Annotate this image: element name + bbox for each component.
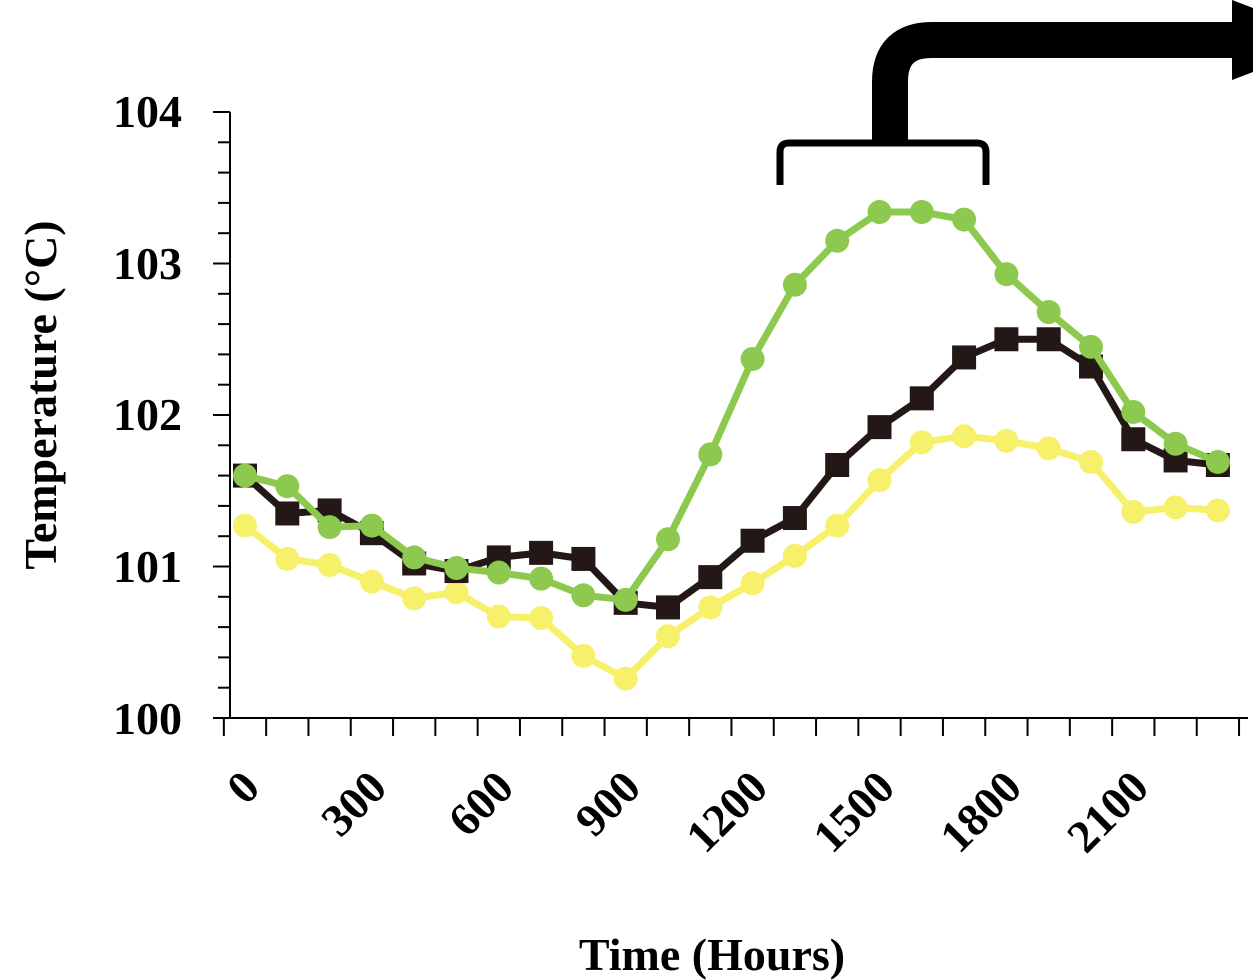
series-1-point	[825, 452, 850, 477]
series-3-point	[867, 468, 892, 493]
series-2-point	[359, 513, 384, 538]
series-2-point	[867, 199, 892, 224]
series-2-point	[1036, 299, 1061, 324]
series-3-point	[1163, 495, 1188, 520]
y-tick-label-101: 101	[113, 541, 182, 592]
series-3-point	[359, 569, 384, 594]
x-tick-label-600: 600	[438, 761, 523, 846]
x-tick-label-300: 300	[311, 761, 396, 846]
series-2-point	[233, 463, 257, 488]
series-2-point	[444, 556, 469, 581]
series-3-point	[486, 604, 511, 629]
series-2-point	[952, 207, 977, 232]
series-1	[233, 327, 1230, 620]
series-3-point	[656, 624, 680, 649]
bracket	[776, 139, 990, 185]
series-3-point	[275, 546, 300, 571]
series-3-point	[1205, 498, 1230, 523]
series-3	[233, 424, 1230, 691]
series-2-point	[275, 474, 300, 499]
series-2-point	[1163, 431, 1188, 456]
series-2-point	[656, 527, 680, 552]
arrow-shaft	[872, 22, 1240, 143]
series-3-point	[317, 552, 342, 577]
arrow-head	[1232, 0, 1253, 80]
series-1-point	[1121, 427, 1146, 452]
series-2-point	[994, 262, 1019, 287]
series-3-point	[740, 571, 765, 596]
series-2-point	[1079, 334, 1103, 359]
series-2-point	[1205, 449, 1230, 474]
series-1-point	[740, 528, 765, 553]
x-tick-label-1200: 1200	[676, 761, 777, 862]
series-1-point	[698, 565, 723, 590]
y-tick-labels: 100 101 102 103 104	[113, 86, 182, 744]
series-3-point	[782, 543, 807, 568]
x-tick-label-0: 0	[217, 761, 269, 813]
series-1-line	[242, 335, 1219, 611]
series-3-point	[402, 586, 427, 611]
series-3-point	[825, 513, 850, 538]
series-3-point	[994, 428, 1019, 453]
series-3-point	[529, 606, 554, 631]
series-1-point	[656, 595, 680, 620]
y-minor-ticks	[213, 111, 230, 719]
series-3-point	[613, 666, 638, 691]
x-tick-label-900: 900	[565, 761, 650, 846]
series-2-point	[317, 515, 342, 540]
series-1-point	[909, 386, 934, 411]
series-3-point	[952, 424, 977, 449]
x-tick-label-1800: 1800	[930, 761, 1031, 862]
series-2-point	[1121, 399, 1146, 424]
series-3-point	[698, 595, 723, 620]
series-1-point	[994, 327, 1019, 352]
series-2-point	[571, 583, 596, 608]
x-tick-marks	[222, 718, 1241, 736]
axes	[229, 112, 1248, 719]
series-2-point	[529, 566, 554, 591]
series-2-point	[698, 442, 723, 467]
series-2-point	[486, 560, 511, 585]
series-1-point	[952, 345, 977, 370]
y-axis-title: Temperature (°C)	[15, 220, 66, 569]
series-2-point	[613, 587, 638, 612]
x-tick-label-2100: 2100	[1057, 761, 1158, 862]
series-1-point	[1036, 327, 1061, 352]
series-2-line	[244, 208, 1220, 604]
x-tick-labels: 0 300 600 900 1200 1500 1800 2100	[217, 761, 1158, 862]
series-2	[233, 199, 1230, 612]
series-2-point	[740, 346, 765, 371]
series-1-point	[782, 506, 807, 531]
y-tick-label-102: 102	[113, 389, 182, 440]
series-1-point	[867, 415, 892, 440]
series-2-point	[909, 199, 934, 224]
series-2-point	[825, 228, 850, 253]
y-tick-label-100: 100	[113, 693, 182, 744]
series-3-point	[444, 580, 469, 605]
x-axis-title: Time (Hours)	[579, 929, 845, 980]
series-3-point	[571, 643, 596, 668]
bracket-arrow-annotation	[776, 0, 1253, 185]
y-tick-label-104: 104	[113, 86, 182, 137]
series-layer	[233, 199, 1230, 691]
y-tick-label-103: 103	[113, 238, 182, 289]
series-3-point	[1079, 449, 1103, 474]
series-3-point	[1036, 436, 1061, 461]
series-2-point	[402, 545, 427, 570]
x-tick-label-1500: 1500	[803, 761, 904, 862]
series-1-point	[571, 546, 596, 571]
series-1-point	[275, 501, 300, 526]
series-1-point	[529, 540, 554, 565]
series-2-point	[782, 272, 807, 297]
series-3-point	[1121, 499, 1146, 524]
series-3-point	[233, 513, 257, 538]
series-3-point	[909, 430, 934, 455]
